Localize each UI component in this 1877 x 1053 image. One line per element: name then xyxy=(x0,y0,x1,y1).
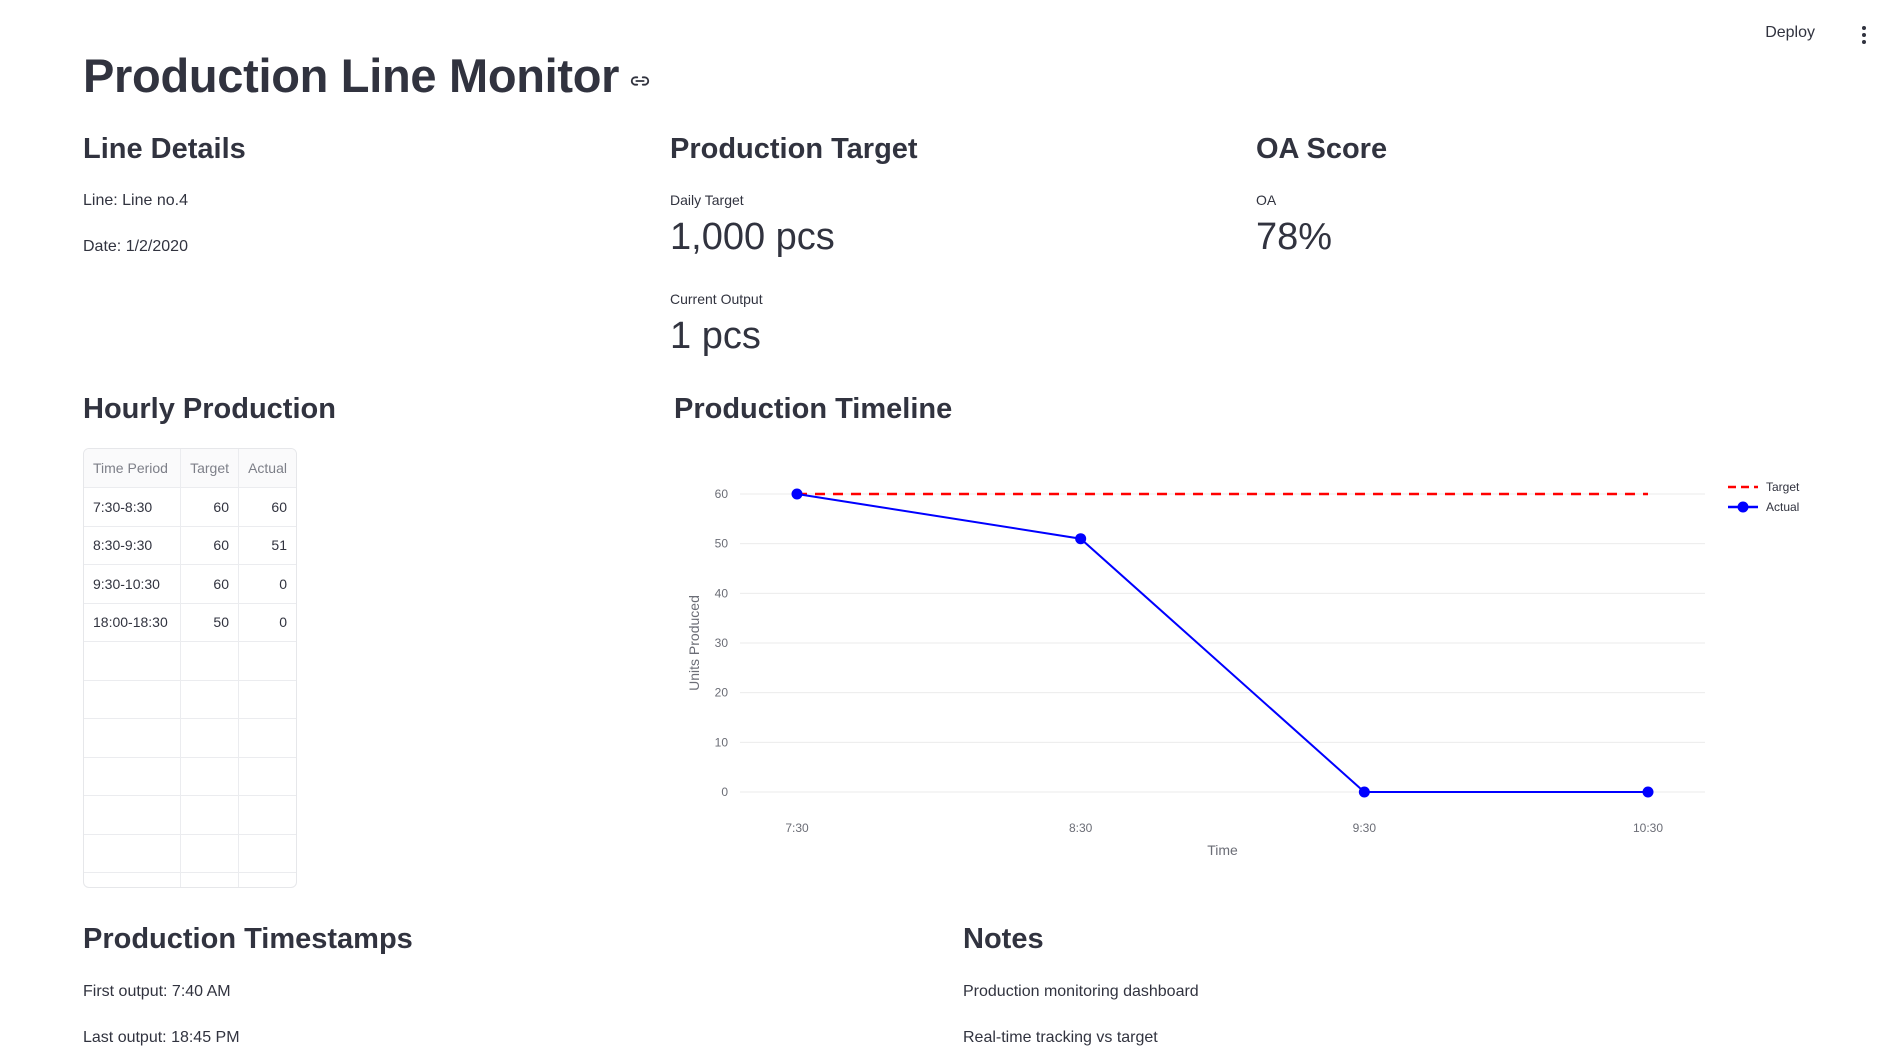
current-output-label: Current Output xyxy=(670,291,763,307)
notes-line-1: Production monitoring dashboard xyxy=(963,983,1199,1000)
y-tick-label: 10 xyxy=(715,735,729,749)
production-target-heading: Production Target xyxy=(670,133,918,165)
top-toolbar: Deploy xyxy=(1577,0,1877,70)
series-line-actual xyxy=(796,493,1648,793)
table-row[interactable]: 8:30-9:30 60 51 xyxy=(84,526,296,565)
empty-row xyxy=(84,642,296,681)
oa-label: OA xyxy=(1256,192,1277,208)
date-label: Date: 1/2/2020 xyxy=(83,238,188,255)
table-row[interactable]: 9:30-10:30 60 0 xyxy=(84,565,296,604)
notes-line-2: Real-time tracking vs target xyxy=(963,1029,1158,1046)
deploy-button[interactable]: Deploy xyxy=(1765,24,1815,41)
table-cell[interactable]: 18:00-18:30 xyxy=(84,603,181,641)
table-cell[interactable]: 60 xyxy=(181,488,239,526)
column-header[interactable]: Actual xyxy=(248,460,287,476)
y-tick-label: 30 xyxy=(715,636,729,650)
line-details-heading: Line Details xyxy=(83,133,246,165)
table-row[interactable]: 18:00-18:30 50 0 xyxy=(84,603,296,642)
hourly-production-table[interactable]: Time Period Target Actual 7:30-8:30 60 6… xyxy=(83,448,297,888)
x-tick-label: 7:30 xyxy=(785,821,809,835)
column-header[interactable]: Target xyxy=(181,449,239,487)
y-tick-label: 50 xyxy=(715,537,729,551)
hourly-production-heading: Hourly Production xyxy=(83,393,336,425)
production-timeline-heading: Production Timeline xyxy=(674,393,953,425)
table-cell[interactable]: 50 xyxy=(181,603,239,641)
table-header-row: Time Period Target Actual xyxy=(84,449,296,488)
y-axis-label: Units Produced xyxy=(686,595,702,691)
table-row[interactable]: 7:30-8:30 60 60 xyxy=(84,488,296,527)
x-tick-label: 8:30 xyxy=(1069,821,1093,835)
daily-target-value: 1,000 pcs xyxy=(670,216,835,258)
daily-target-label: Daily Target xyxy=(670,192,744,208)
empty-row xyxy=(84,757,296,796)
table-cell[interactable]: 9:30-10:30 xyxy=(84,565,181,603)
table-cell[interactable]: 0 xyxy=(279,614,287,631)
table-cell[interactable]: 60 xyxy=(181,565,239,603)
table-cell[interactable]: 51 xyxy=(271,537,287,554)
production-timeline-chart[interactable]: 0 10 20 30 40 50 60 7:30 8:30 9:30 10:30 Time Units … xyxy=(675,460,1875,880)
y-tick-label: 0 xyxy=(721,785,728,799)
notes-heading: Notes xyxy=(963,923,1044,955)
data-point-actual xyxy=(1075,533,1087,545)
table-cell[interactable]: 0 xyxy=(279,575,287,592)
y-tick-label: 60 xyxy=(715,487,729,501)
table-cell[interactable]: 8:30-9:30 xyxy=(84,526,181,564)
legend-label-actual: Actual xyxy=(1766,500,1799,514)
empty-row xyxy=(84,796,296,835)
table-cell[interactable]: 60 xyxy=(181,526,239,564)
table-cell[interactable]: 60 xyxy=(271,498,287,515)
first-output-label: First output: 7:40 AM xyxy=(83,983,231,1000)
production-timestamps-heading: Production Timestamps xyxy=(83,923,413,955)
link-icon[interactable] xyxy=(629,70,651,92)
y-tick-label: 20 xyxy=(715,686,729,700)
more-options-icon[interactable] xyxy=(1859,26,1869,46)
column-header[interactable]: Time Period xyxy=(84,449,181,487)
table-cell[interactable]: 7:30-8:30 xyxy=(84,488,181,526)
line-label: Line: Line no.4 xyxy=(83,192,188,209)
title-row: Production Line Monitor xyxy=(83,48,651,103)
empty-row xyxy=(84,680,296,719)
data-point-actual xyxy=(1642,786,1654,798)
page-title: Production Line Monitor xyxy=(83,49,620,102)
legend-label-target: Target xyxy=(1766,480,1800,494)
x-axis-label: Time xyxy=(1207,842,1238,858)
last-output-label: Last output: 18:45 PM xyxy=(83,1029,240,1046)
oa-score-heading: OA Score xyxy=(1256,133,1388,165)
x-tick-label: 9:30 xyxy=(1353,821,1377,835)
empty-row xyxy=(84,834,296,873)
oa-value: 78% xyxy=(1256,216,1333,258)
empty-row xyxy=(84,719,296,758)
empty-row xyxy=(84,873,296,887)
data-point-actual xyxy=(791,488,803,500)
current-output-value: 1 pcs xyxy=(670,315,761,357)
legend-marker-actual xyxy=(1737,501,1749,513)
data-point-actual xyxy=(1358,786,1370,798)
x-tick-label: 10:30 xyxy=(1633,821,1663,835)
y-tick-label: 40 xyxy=(715,586,729,600)
